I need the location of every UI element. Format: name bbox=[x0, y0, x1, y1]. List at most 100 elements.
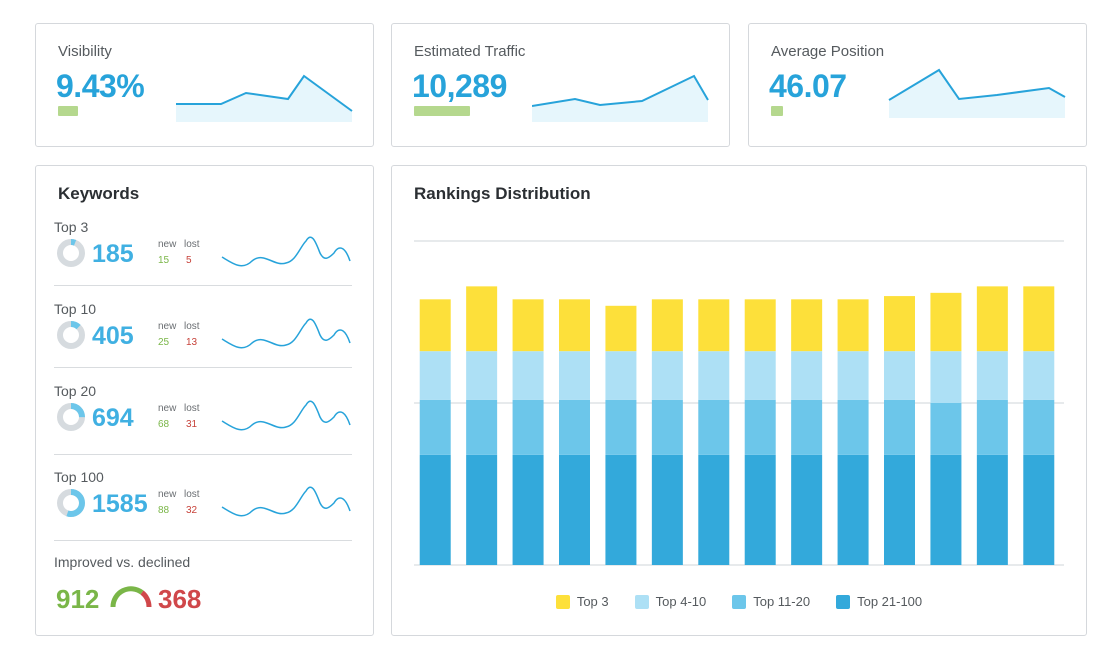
bar-top-21-100-10[interactable] bbox=[837, 454, 869, 565]
donut-fill bbox=[57, 489, 85, 517]
bar-top-11-20-12[interactable] bbox=[930, 403, 962, 455]
lost-value: 5 bbox=[186, 255, 192, 266]
rankings-card: Rankings Distribution Top 3 Top 4-10 Top… bbox=[391, 165, 1087, 636]
donut-icon bbox=[57, 321, 85, 349]
bar-top-11-20-14[interactable] bbox=[1023, 399, 1055, 455]
bar-top-21-100-4[interactable] bbox=[559, 454, 590, 565]
traffic-card[interactable]: Estimated Traffic 10,289 bbox=[391, 23, 730, 147]
bar-top-3-1[interactable] bbox=[419, 299, 451, 352]
keyword-row-top100[interactable]: Top 100 1585 new lost 88 32 bbox=[54, 469, 354, 549]
bar-top-21-100-12[interactable] bbox=[930, 454, 962, 565]
new-label: new bbox=[158, 403, 177, 414]
kw-value: 1585 bbox=[92, 490, 148, 518]
visibility-label: Visibility bbox=[58, 43, 112, 60]
legend-item-top11-20[interactable]: Top 11-20 bbox=[732, 594, 810, 609]
chart-legend: Top 3 Top 4-10 Top 11-20 Top 21-100 bbox=[392, 594, 1086, 609]
visibility-card[interactable]: Visibility 9.43% bbox=[35, 23, 374, 147]
lost-label: lost bbox=[184, 403, 200, 414]
keyword-row-top20[interactable]: Top 20 694 new lost 68 31 bbox=[54, 383, 354, 463]
bar-top-3-8[interactable] bbox=[744, 299, 776, 352]
visibility-value: 9.43% bbox=[56, 68, 145, 104]
visibility-bar bbox=[58, 106, 78, 116]
bar-top-3-11[interactable] bbox=[884, 296, 915, 352]
bar-top-3-14[interactable] bbox=[1023, 286, 1055, 352]
bar-top-11-20-11[interactable] bbox=[884, 399, 915, 455]
bar-top-4-10-6[interactable] bbox=[651, 351, 683, 400]
position-card[interactable]: Average Position 46.07 bbox=[748, 23, 1087, 147]
position-label: Average Position bbox=[771, 43, 885, 60]
bar-top-4-10-7[interactable] bbox=[698, 351, 730, 400]
bar-top-4-10-12[interactable] bbox=[930, 351, 962, 403]
bar-top-3-7[interactable] bbox=[698, 299, 730, 352]
bar-top-4-10-8[interactable] bbox=[744, 351, 776, 400]
position-sparkline bbox=[888, 68, 1066, 118]
legend-item-top21-100[interactable]: Top 21-100 bbox=[836, 594, 922, 609]
divider bbox=[54, 367, 352, 368]
kw-value: 694 bbox=[92, 404, 134, 432]
swatch-icon bbox=[732, 594, 747, 609]
improved-declined-label: Improved vs. declined bbox=[54, 554, 191, 570]
bar-top-11-20-13[interactable] bbox=[976, 399, 1008, 455]
bar-top-4-10-10[interactable] bbox=[837, 351, 869, 400]
bar-top-4-10-1[interactable] bbox=[419, 351, 451, 400]
new-value: 25 bbox=[158, 337, 170, 348]
bar-top-3-13[interactable] bbox=[976, 286, 1008, 352]
bar-top-3-12[interactable] bbox=[930, 292, 962, 352]
bar-top-11-20-1[interactable] bbox=[419, 399, 451, 455]
lost-label: lost bbox=[184, 489, 200, 500]
bar-top-11-20-4[interactable] bbox=[559, 399, 590, 455]
bar-top-21-100-7[interactable] bbox=[698, 454, 730, 565]
bar-top-11-20-8[interactable] bbox=[744, 399, 776, 455]
bar-top-21-100-14[interactable] bbox=[1023, 454, 1055, 565]
bar-top-11-20-2[interactable] bbox=[466, 399, 498, 455]
keyword-trend-sparkline bbox=[221, 236, 351, 267]
bar-top-4-10-11[interactable] bbox=[884, 351, 915, 400]
swatch-icon bbox=[634, 594, 649, 609]
bar-top-11-20-7[interactable] bbox=[698, 399, 730, 455]
keyword-trend-sparkline bbox=[221, 486, 351, 517]
bar-top-3-10[interactable] bbox=[837, 299, 869, 352]
bar-top-3-6[interactable] bbox=[651, 299, 683, 352]
bar-top-21-100-11[interactable] bbox=[884, 454, 915, 565]
bar-top-11-20-9[interactable] bbox=[791, 399, 823, 455]
bar-top-4-10-2[interactable] bbox=[466, 351, 498, 400]
bar-top-3-5[interactable] bbox=[605, 305, 637, 352]
bar-top-21-100-3[interactable] bbox=[512, 454, 544, 565]
donut-fill bbox=[57, 403, 85, 431]
legend-item-top3[interactable]: Top 3 bbox=[555, 594, 609, 609]
bar-top-4-10-9[interactable] bbox=[791, 351, 823, 400]
donut-icon bbox=[57, 489, 85, 517]
legend-label: Top 4-10 bbox=[655, 594, 707, 609]
bar-top-11-20-5[interactable] bbox=[605, 399, 637, 455]
bar-top-21-100-9[interactable] bbox=[791, 454, 823, 565]
bar-top-21-100-13[interactable] bbox=[976, 454, 1008, 565]
legend-item-top4-10[interactable]: Top 4-10 bbox=[634, 594, 707, 609]
keywords-title: Keywords bbox=[58, 184, 140, 203]
bar-top-4-10-14[interactable] bbox=[1023, 351, 1055, 400]
bar-top-11-20-6[interactable] bbox=[651, 399, 683, 455]
bar-top-4-10-5[interactable] bbox=[605, 351, 637, 400]
bar-top-3-9[interactable] bbox=[791, 299, 823, 352]
bar-top-4-10-3[interactable] bbox=[512, 351, 544, 400]
divider bbox=[54, 285, 352, 286]
kw-label: Top 3 bbox=[54, 219, 89, 235]
bar-top-11-20-3[interactable] bbox=[512, 399, 544, 455]
bar-top-4-10-13[interactable] bbox=[976, 351, 1008, 400]
bar-top-3-4[interactable] bbox=[559, 299, 590, 352]
bar-top-11-20-10[interactable] bbox=[837, 399, 869, 455]
bar-top-21-100-8[interactable] bbox=[744, 454, 776, 565]
bar-top-3-2[interactable] bbox=[466, 286, 498, 352]
improved-value: 912 bbox=[56, 584, 100, 614]
bar-top-4-10-4[interactable] bbox=[559, 351, 590, 400]
new-label: new bbox=[158, 321, 177, 332]
bar-top-3-3[interactable] bbox=[512, 299, 544, 352]
visibility-sparkline bbox=[176, 74, 353, 122]
keyword-row-top10[interactable]: Top 10 405 new lost 25 13 bbox=[54, 301, 354, 381]
keyword-row-top3[interactable]: Top 3 185 new lost 15 5 bbox=[54, 219, 354, 299]
bar-top-21-100-6[interactable] bbox=[651, 454, 683, 565]
bar-top-21-100-2[interactable] bbox=[466, 454, 498, 565]
divider bbox=[54, 540, 352, 541]
bar-top-21-100-1[interactable] bbox=[419, 454, 451, 565]
bar-top-21-100-5[interactable] bbox=[605, 454, 637, 565]
lost-value: 31 bbox=[186, 419, 198, 430]
